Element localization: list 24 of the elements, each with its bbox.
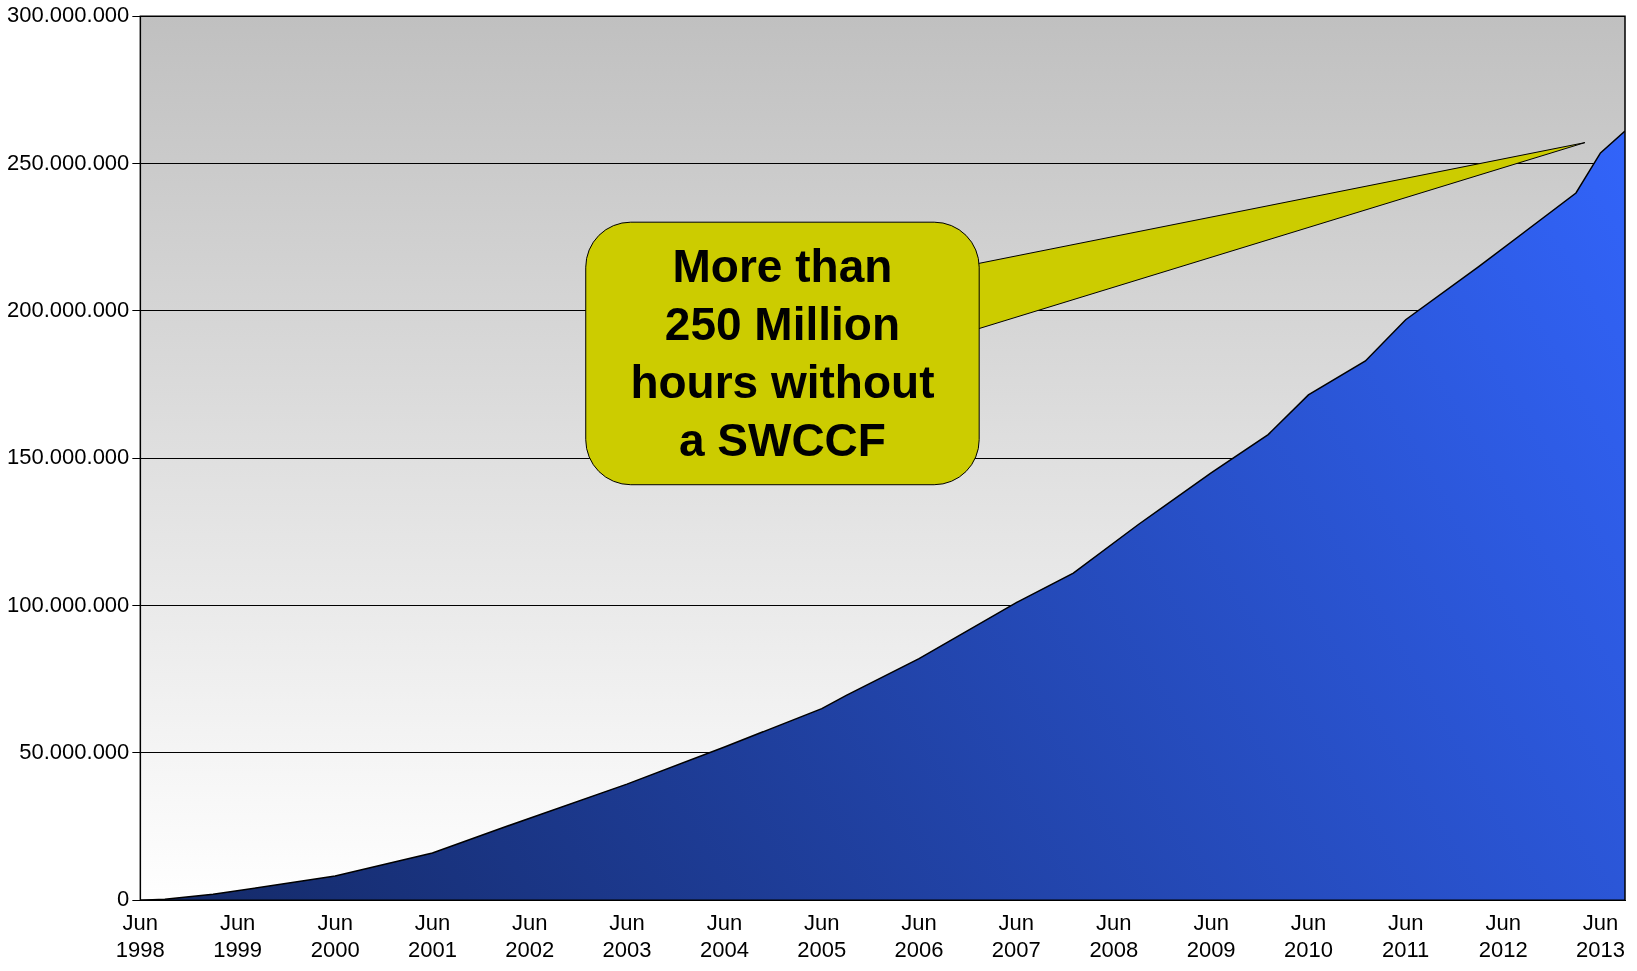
x-tick-label: Jun 2000	[310, 910, 360, 962]
x-tick-label: Jun 1999	[213, 910, 263, 962]
annotation: More than 250 Million hours without a SWCCF	[585, 222, 980, 485]
y-tick-label: 150.000.000	[7, 444, 130, 470]
y-tick-label: 100.000.000	[7, 591, 130, 617]
x-tick-label: Jun 2009	[1186, 910, 1236, 962]
y-tick-label: 0	[117, 886, 130, 912]
x-tick-label: Jun 1998	[115, 910, 165, 962]
x-tick-label: Jun 2003	[602, 910, 652, 962]
x-tick-label: Jun 2006	[894, 910, 944, 962]
x-tick-label: Jun 2010	[1283, 910, 1333, 962]
y-tick-label: 250.000.000	[7, 149, 130, 175]
y-tick-label: 50.000.000	[19, 738, 130, 764]
x-tick-label: Jun 2005	[797, 910, 847, 962]
y-tick-label: 300.000.000	[7, 2, 130, 28]
x-tick-label: Jun 2013	[1576, 910, 1625, 962]
x-tick-label: Jun 2002	[505, 910, 555, 962]
x-tick-label: Jun 2001	[407, 910, 457, 962]
x-tick-label: Jun 2008	[1089, 910, 1139, 962]
x-tick-label: Jun 2012	[1478, 910, 1528, 962]
x-tick-label: Jun 2007	[991, 910, 1041, 962]
x-tick-label: Jun 2004	[700, 910, 749, 962]
y-tick-label: 200.000.000	[7, 296, 130, 322]
x-tick-label: Jun 2011	[1382, 910, 1430, 962]
